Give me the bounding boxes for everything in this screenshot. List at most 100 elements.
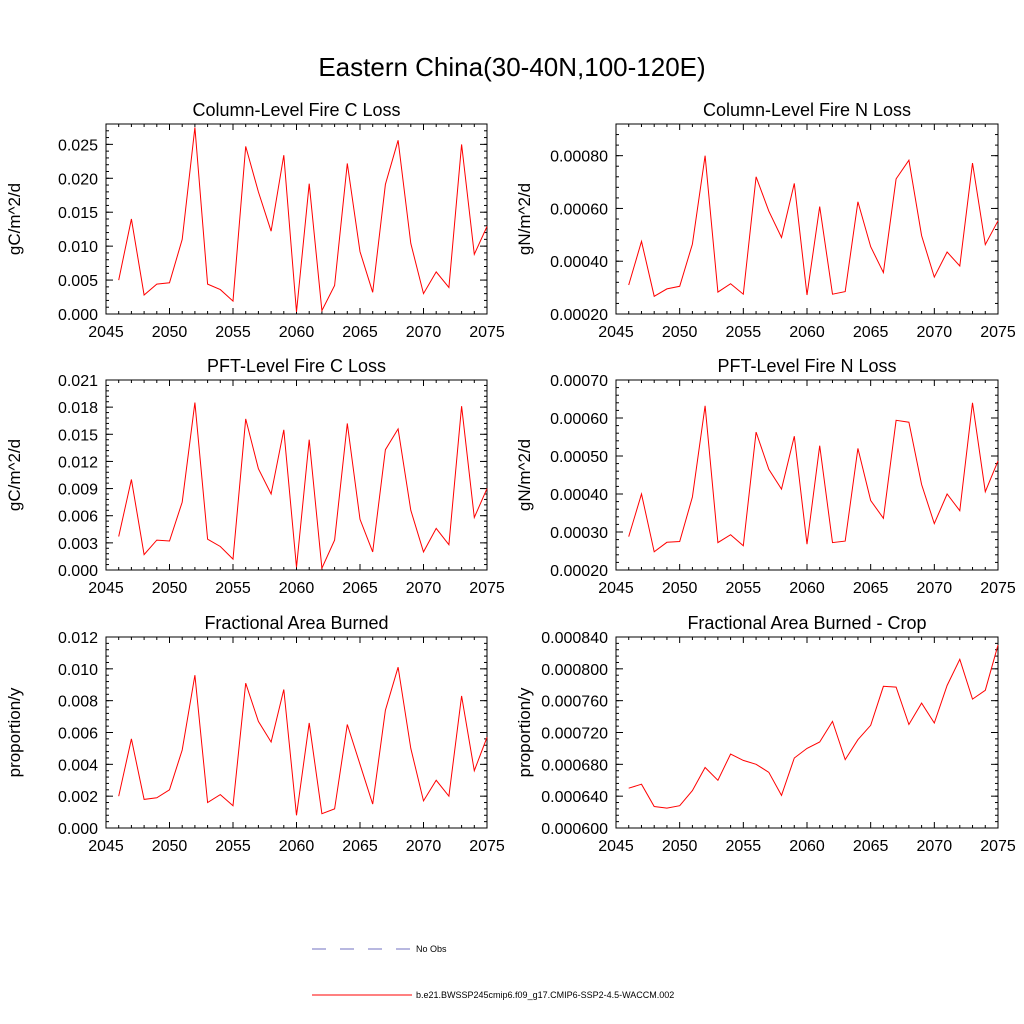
y-tick-label: 0.00080 bbox=[550, 149, 608, 166]
x-tick-label: 2075 bbox=[980, 580, 1016, 597]
panel-title: Column-Level Fire C Loss bbox=[192, 100, 400, 120]
x-tick-label: 2045 bbox=[598, 580, 634, 597]
x-tick-label: 2060 bbox=[789, 838, 825, 855]
y-tick-label: 0.020 bbox=[58, 171, 98, 188]
y-tick-label: 0.00060 bbox=[550, 201, 608, 218]
x-tick-label: 2075 bbox=[980, 838, 1016, 855]
y-axis-label: proportion/y bbox=[515, 687, 534, 777]
series-line bbox=[628, 155, 999, 298]
x-tick-label: 2070 bbox=[406, 324, 442, 341]
panel-title: PFT-Level Fire N Loss bbox=[717, 356, 896, 376]
x-tick-label: 2065 bbox=[342, 838, 378, 855]
legend-label-no-obs: No Obs bbox=[416, 944, 447, 954]
y-axis-label: proportion/y bbox=[5, 687, 24, 777]
y-tick-label: 0.006 bbox=[58, 726, 98, 743]
y-axis-label: gN/m^2/d bbox=[515, 183, 534, 255]
x-tick-label: 2075 bbox=[469, 324, 505, 341]
y-tick-label: 0.008 bbox=[58, 694, 98, 711]
x-tick-label: 2055 bbox=[726, 324, 762, 341]
y-tick-label: 0.004 bbox=[58, 757, 98, 774]
y-tick-label: 0.000640 bbox=[541, 789, 608, 806]
x-tick-label: 2045 bbox=[598, 838, 634, 855]
x-tick-label: 2050 bbox=[152, 580, 188, 597]
x-tick-label: 2045 bbox=[88, 580, 124, 597]
y-tick-label: 0.00070 bbox=[550, 373, 608, 390]
y-tick-label: 0.000720 bbox=[541, 726, 608, 743]
x-tick-label: 2065 bbox=[853, 838, 889, 855]
y-tick-label: 0.002 bbox=[58, 789, 98, 806]
y-tick-label: 0.00040 bbox=[550, 254, 608, 271]
y-tick-label: 0.000800 bbox=[541, 662, 608, 679]
x-tick-label: 2045 bbox=[598, 324, 634, 341]
panel-title: Fractional Area Burned - Crop bbox=[687, 613, 926, 633]
y-tick-label: 0.018 bbox=[58, 400, 98, 417]
x-tick-label: 2070 bbox=[917, 324, 953, 341]
chart-panel-3: PFT-Level Fire C Loss gC/m^2/d 2045 2050 205… bbox=[5, 356, 505, 597]
y-tick-label: 0.010 bbox=[58, 239, 98, 256]
y-tick-label: 0.010 bbox=[58, 662, 98, 679]
y-tick-label: 0.025 bbox=[58, 137, 98, 154]
x-tick-label: 2070 bbox=[406, 580, 442, 597]
y-tick-label: 0.000 bbox=[58, 307, 98, 324]
x-tick-label: 2055 bbox=[726, 580, 762, 597]
chart-panels: Column-Level Fire C Loss gC/m^2/d 2045 2050… bbox=[5, 100, 1016, 855]
y-tick-label: 0.012 bbox=[58, 630, 98, 647]
x-tick-label: 2050 bbox=[152, 324, 188, 341]
y-tick-label: 0.00020 bbox=[550, 563, 608, 580]
x-tick-label: 2075 bbox=[469, 580, 505, 597]
y-tick-label: 0.00050 bbox=[550, 449, 608, 466]
y-tick-label: 0.015 bbox=[58, 427, 98, 444]
chart-panel-1: Column-Level Fire C Loss gC/m^2/d 2045 2050… bbox=[5, 100, 505, 341]
x-tick-label: 2070 bbox=[406, 838, 442, 855]
y-tick-label: 0.000760 bbox=[541, 694, 608, 711]
x-tick-label: 2050 bbox=[152, 838, 188, 855]
panel-title: Fractional Area Burned bbox=[204, 613, 388, 633]
y-tick-label: 0.005 bbox=[58, 273, 98, 290]
series-line bbox=[118, 667, 488, 816]
y-tick-label: 0.012 bbox=[58, 454, 98, 471]
y-tick-label: 0.006 bbox=[58, 509, 98, 526]
y-tick-label: 0.000840 bbox=[541, 630, 608, 647]
y-tick-label: 0.015 bbox=[58, 205, 98, 222]
y-tick-label: 0.000680 bbox=[541, 757, 608, 774]
legend: No Obs b.e21.BWSSP245cmip6.f09_g17.CMIP6… bbox=[312, 944, 674, 1000]
y-axis-label: gN/m^2/d bbox=[515, 439, 534, 511]
chart-panel-6: Fractional Area Burned - Crop proportion/… bbox=[515, 613, 1016, 855]
y-tick-label: 0.00030 bbox=[550, 525, 608, 542]
x-tick-label: 2055 bbox=[215, 324, 251, 341]
x-tick-label: 2075 bbox=[980, 324, 1016, 341]
y-axis-label: gC/m^2/d bbox=[5, 183, 24, 255]
x-tick-label: 2050 bbox=[662, 580, 698, 597]
series-line bbox=[118, 402, 488, 571]
legend-label-model: b.e21.BWSSP245cmip6.f09_g17.CMIP6-SSP2-4… bbox=[416, 990, 674, 1000]
x-tick-label: 2070 bbox=[917, 580, 953, 597]
x-tick-label: 2050 bbox=[662, 838, 698, 855]
series-line bbox=[628, 644, 999, 809]
y-tick-label: 0.003 bbox=[58, 536, 98, 553]
x-tick-label: 2065 bbox=[342, 324, 378, 341]
x-tick-label: 2075 bbox=[469, 838, 505, 855]
y-tick-label: 0.000 bbox=[58, 563, 98, 580]
y-tick-label: 0.009 bbox=[58, 482, 98, 499]
figure-title: Eastern China(30-40N,100-120E) bbox=[318, 52, 705, 82]
y-tick-label: 0.00060 bbox=[550, 411, 608, 428]
y-tick-label: 0.000600 bbox=[541, 821, 608, 838]
x-tick-label: 2060 bbox=[279, 838, 315, 855]
x-tick-label: 2065 bbox=[342, 580, 378, 597]
x-tick-label: 2070 bbox=[917, 838, 953, 855]
y-tick-label: 0.00040 bbox=[550, 487, 608, 504]
x-tick-label: 2055 bbox=[215, 838, 251, 855]
x-tick-label: 2045 bbox=[88, 838, 124, 855]
chart-panel-4: PFT-Level Fire N Loss gN/m^2/d 2045 2050 205… bbox=[515, 356, 1016, 597]
x-tick-label: 2060 bbox=[789, 580, 825, 597]
y-tick-label: 0.021 bbox=[58, 373, 98, 390]
x-tick-label: 2065 bbox=[853, 580, 889, 597]
chart-panel-2: Column-Level Fire N Loss gN/m^2/d 2045 2050… bbox=[515, 100, 1016, 341]
x-tick-label: 2060 bbox=[789, 324, 825, 341]
x-tick-label: 2060 bbox=[279, 580, 315, 597]
y-tick-label: 0.00020 bbox=[550, 307, 608, 324]
chart-panel-5: Fractional Area Burned proportion/y 2045 20… bbox=[5, 613, 505, 855]
panel-title: Column-Level Fire N Loss bbox=[703, 100, 911, 120]
x-tick-label: 2050 bbox=[662, 324, 698, 341]
